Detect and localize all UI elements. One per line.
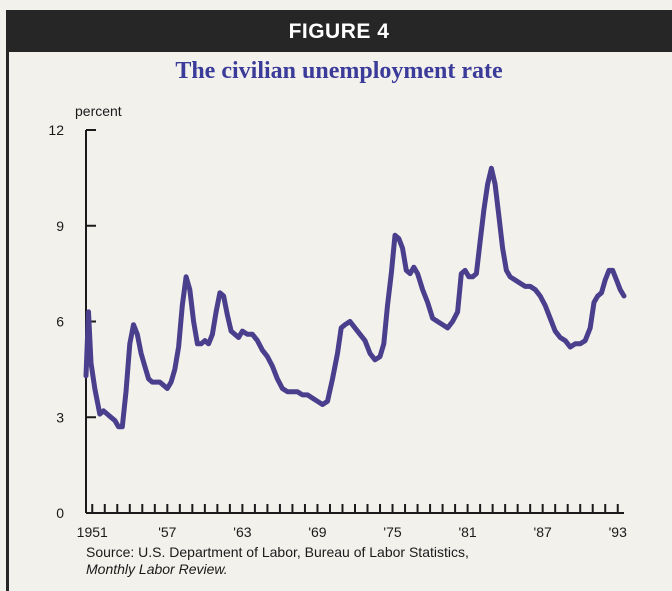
y-tick-label: 3 xyxy=(56,409,64,425)
x-tick-label: '57 xyxy=(158,524,176,540)
source-publication: Monthly Labor Review. xyxy=(86,561,228,577)
y-tick-label: 6 xyxy=(56,314,64,330)
x-tick-labels: 1951 '57 '63 '69 '75 '81 '87 '93 xyxy=(77,524,627,540)
figure-label: FIGURE 4 xyxy=(6,10,672,52)
chart-title: The civilian unemployment rate xyxy=(175,58,503,84)
source-text: Source: U.S. Department of Labor, Bureau… xyxy=(86,544,469,560)
unemployment-rate-line xyxy=(83,165,627,430)
y-axis-label: percent xyxy=(75,103,122,119)
x-tick-label: '87 xyxy=(534,524,552,540)
x-tick-label: 1951 xyxy=(77,524,108,540)
source-note: Source: U.S. Department of Labor, Bureau… xyxy=(86,544,469,578)
x-tick-label: '63 xyxy=(233,524,251,540)
x-tick-label: '75 xyxy=(383,524,401,540)
x-ticks xyxy=(91,504,619,513)
y-tick-label: 12 xyxy=(48,122,64,138)
x-tick-label: '81 xyxy=(458,524,476,540)
y-ticks: 0 3 6 9 12 xyxy=(48,122,96,521)
y-tick-label: 0 xyxy=(56,505,64,521)
y-tick-label: 9 xyxy=(56,218,64,234)
figure-frame xyxy=(6,10,672,591)
x-tick-label: '93 xyxy=(609,524,627,540)
x-tick-label: '69 xyxy=(308,524,326,540)
